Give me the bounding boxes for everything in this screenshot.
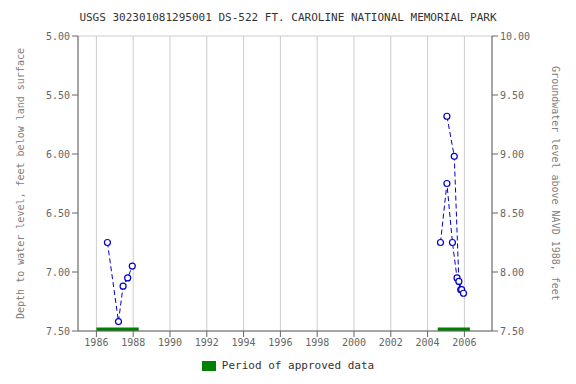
svg-text:9.50: 9.50 [500,90,524,101]
svg-text:8.50: 8.50 [500,208,524,219]
svg-text:1994: 1994 [232,337,256,348]
svg-text:1990: 1990 [158,337,182,348]
svg-text:2006: 2006 [452,337,476,348]
svg-text:Depth to water level, feet bel: Depth to water level, feet below land su… [15,48,26,319]
html-text:USGS 302301081295001 DS-522 FT: USGS 302301081295001 DS-522 FT. CAROLINE… [79,11,497,24]
svg-text:1998: 1998 [305,337,329,348]
svg-text:1992: 1992 [195,337,219,348]
svg-text:1988: 1988 [121,337,145,348]
svg-text:1996: 1996 [268,337,292,348]
svg-text:5.00: 5.00 [46,31,70,42]
svg-text:Groundwater level above NAVD 1: Groundwater level above NAVD 1988, feet [550,66,561,301]
svg-text:2002: 2002 [379,337,403,348]
svg-text:7.50: 7.50 [46,326,70,337]
svg-text:2000: 2000 [342,337,366,348]
svg-text:2004: 2004 [416,337,440,348]
svg-text:10.00: 10.00 [500,31,530,42]
svg-text:7.50: 7.50 [500,326,524,337]
svg-text:6.00: 6.00 [46,149,70,160]
svg-text:7.00: 7.00 [46,267,70,278]
svg-text:5.50: 5.50 [46,90,70,101]
svg-text:8.00: 8.00 [500,267,524,278]
svg-text:6.50: 6.50 [46,208,70,219]
svg-text:9.00: 9.00 [500,149,524,160]
svg-text:1986: 1986 [84,337,108,348]
html-text:Period of approved data: Period of approved data [221,359,375,372]
